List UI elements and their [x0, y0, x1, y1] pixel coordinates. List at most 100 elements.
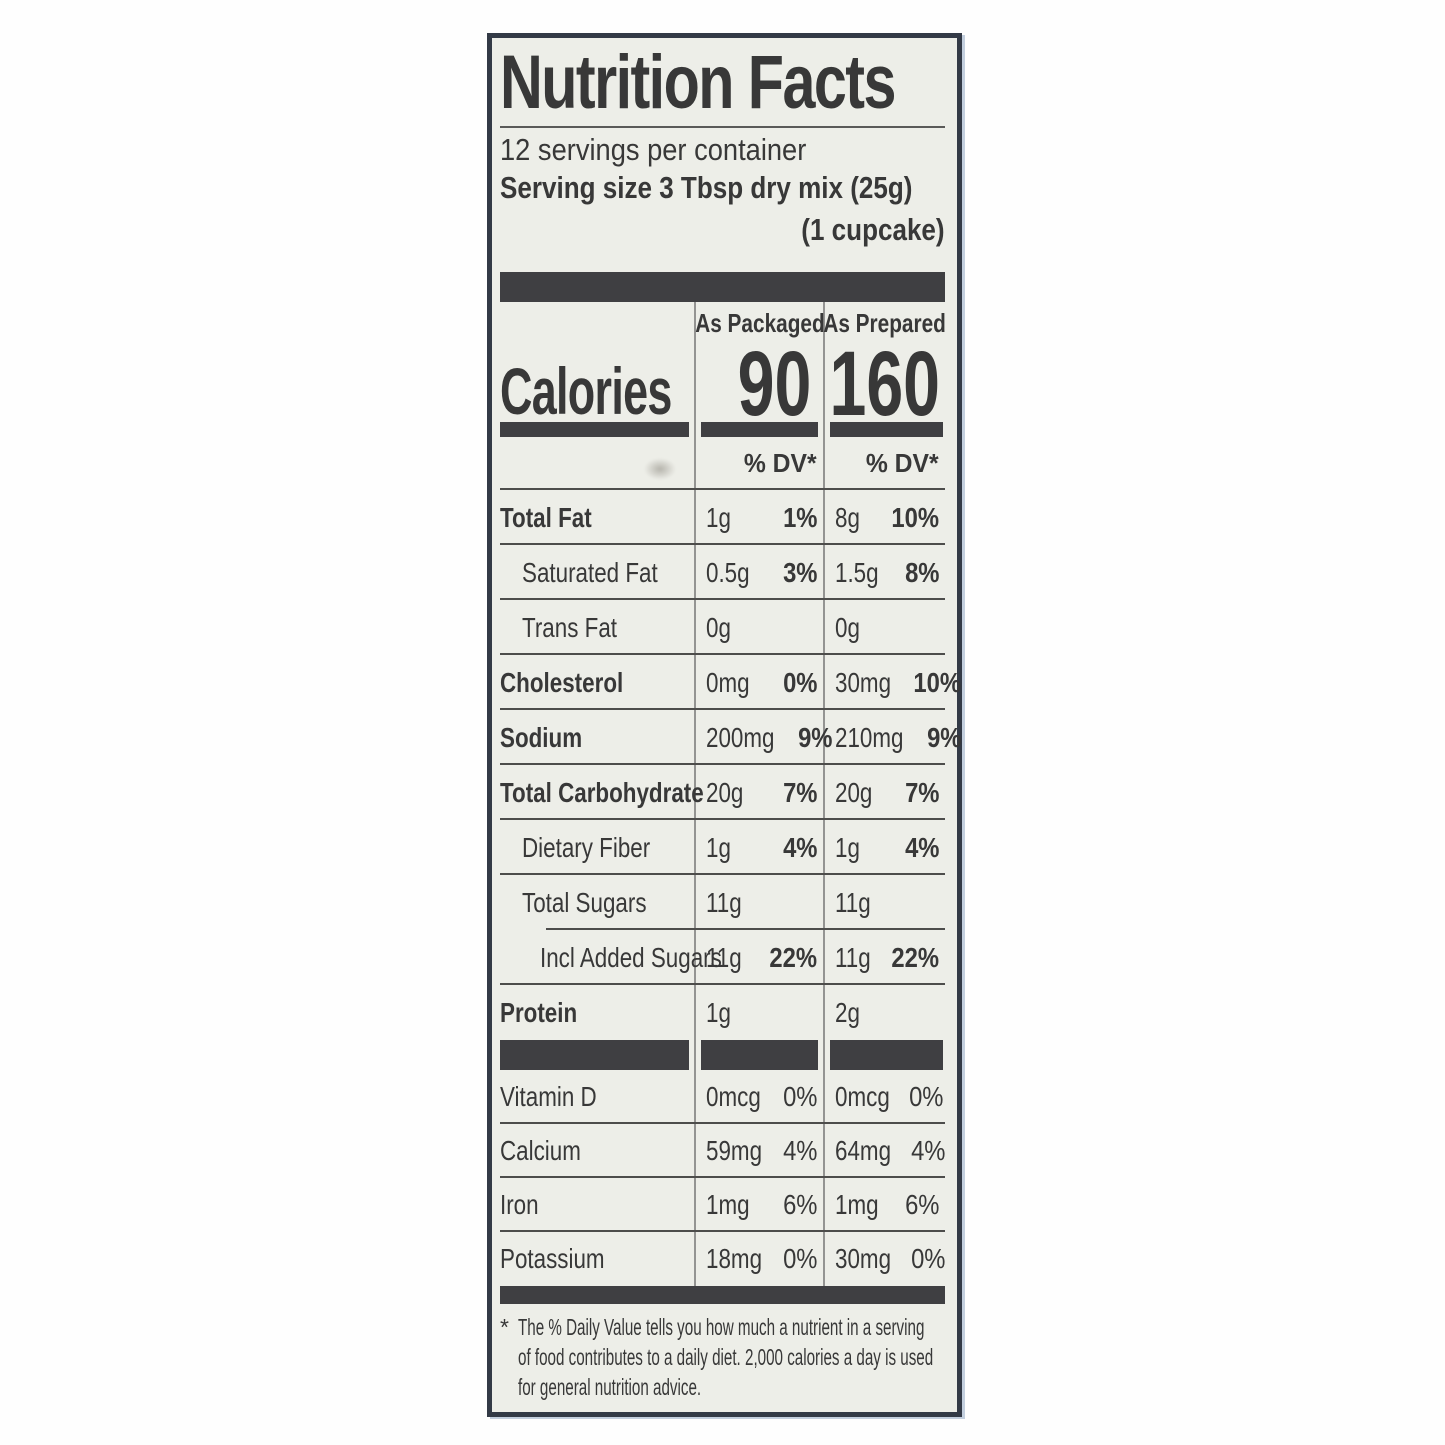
prepared-amount: 11g	[835, 886, 871, 918]
prepared-dv: 22%	[891, 941, 939, 973]
serving-size: Serving size 3 Tbsp dry mix (25g)	[500, 168, 945, 208]
prepared-amount: 210mg	[835, 721, 904, 753]
prepared-amount: 1g	[835, 831, 860, 863]
as-prepared-cell: 1.5g 8%	[823, 545, 945, 600]
packaged-dv: 4%	[782, 1135, 817, 1166]
nutrient-name: Cholesterol	[500, 666, 624, 698]
scan-smudge	[644, 458, 676, 480]
as-prepared-header: As Prepared	[823, 302, 947, 344]
micronutrient-row: Iron 1mg 6% 1mg 6%	[500, 1178, 945, 1232]
packaged-amount: 200mg	[706, 721, 775, 753]
bar-segment	[823, 1040, 945, 1070]
nutrient-name: Protein	[500, 996, 578, 1028]
as-packaged-cell: 1mg 6%	[694, 1178, 823, 1232]
as-prepared-cell: 30mg 10%	[823, 655, 961, 710]
as-prepared-cell: 1g 4%	[823, 820, 945, 875]
packaged-dv: 1%	[782, 501, 817, 533]
packaged-amount: 0g	[706, 611, 731, 643]
prepared-dv: 6%	[904, 1189, 939, 1220]
header-spacer	[500, 302, 694, 344]
nutrient-name-cell: Vitamin D	[500, 1070, 694, 1124]
as-prepared-header-text: As Prepared	[823, 307, 947, 338]
nutrient-name-cell: Incl Added Sugars	[500, 930, 722, 985]
micronutrient-row: Potassium 18mg 0% 30mg 0%	[500, 1232, 946, 1286]
row-separator	[500, 543, 945, 545]
packaged-amount: 1g	[706, 831, 731, 863]
nutrition-facts-label: Nutrition Facts 12 servings per containe…	[487, 33, 962, 1417]
packaged-dv: 7%	[782, 776, 817, 808]
prepared-dv: 4%	[904, 831, 939, 863]
as-packaged-cell: 0.5g 3%	[694, 545, 823, 600]
as-prepared-cell: 0g	[823, 600, 945, 655]
micronutrient-row: Vitamin D 0mcg 0% 0mcg 0%	[500, 1070, 945, 1124]
nutrient-name: Saturated Fat	[522, 556, 658, 588]
bar-segment	[500, 422, 694, 437]
as-packaged-header-text: As Packaged	[694, 307, 825, 338]
nutrient-name-cell: Total Sugars	[500, 875, 694, 930]
footnote-line: The % Daily Value tells you how much a n…	[518, 1314, 925, 1340]
packaged-amount: 59mg	[706, 1135, 763, 1166]
dv-header-packaged-text: % DV*	[744, 448, 817, 478]
servings-per-container: 12 servings per container	[500, 132, 945, 168]
as-packaged-cell: 0mg 0%	[694, 655, 823, 710]
packaged-amount: 18mg	[706, 1243, 763, 1274]
calories-prepared-value: 160	[829, 333, 941, 435]
as-packaged-cell: 59mg 4%	[694, 1124, 823, 1178]
calories-packaged-value: 90	[737, 333, 811, 435]
as-packaged-cell: 0g	[694, 600, 823, 655]
nutrient-name: Total Carbohydrate	[500, 776, 704, 808]
nutrient-row: Saturated Fat 0.5g 3% 1.5g 8%	[500, 545, 945, 600]
prepared-dv: 0%	[911, 1243, 946, 1274]
calories-label: Calories	[500, 354, 672, 428]
nutrient-row: Total Sugars 11g 11g	[500, 875, 945, 930]
nutrient-name: Trans Fat	[522, 611, 618, 643]
prepared-amount: 30mg	[835, 1243, 892, 1274]
dv-header-packaged: % DV*	[694, 437, 823, 490]
prepared-amount: 1.5g	[835, 556, 879, 588]
prepared-amount: 2g	[835, 996, 860, 1028]
title-divider	[500, 126, 945, 128]
dv-header-prepared: % DV*	[823, 437, 945, 490]
nutrient-name: Total Fat	[500, 501, 592, 533]
prepared-amount: 0mcg	[835, 1081, 890, 1112]
row-separator	[500, 983, 945, 985]
section-bar-top	[500, 272, 945, 302]
row-separator	[500, 598, 945, 600]
as-packaged-cell: 1g 1%	[694, 490, 823, 545]
packaged-amount: 0mcg	[706, 1081, 761, 1112]
as-prepared-cell: 2g	[823, 985, 945, 1040]
prepared-amount: 30mg	[835, 666, 892, 698]
nutrient-rows-section: Total Fat 1g 1% 8g 10% Saturated Fat 0.5g 3% 1.5…	[500, 490, 961, 1040]
as-packaged-cell: 1g	[694, 985, 823, 1040]
bar-segment	[500, 1040, 694, 1070]
as-prepared-cell: 30mg 0%	[823, 1232, 946, 1286]
nutrient-name-cell: Calcium	[500, 1124, 694, 1178]
footnote: * The % Daily Value tells you how much a…	[500, 1312, 945, 1402]
packaged-amount: 0mg	[706, 666, 750, 698]
nutrient-name: Sodium	[500, 721, 583, 753]
prepared-amount: 11g	[835, 941, 871, 973]
packaged-dv: 0%	[782, 1243, 817, 1274]
as-packaged-cell: 1g 4%	[694, 820, 823, 875]
prepared-amount: 1mg	[835, 1189, 879, 1220]
as-packaged-cell: 11g 22%	[694, 930, 823, 985]
row-separator	[500, 488, 945, 490]
nutrient-name-cell: Total Fat	[500, 490, 694, 545]
serving-size-text: Serving size 3 Tbsp dry mix (25g)	[500, 170, 913, 205]
nutrient-row: Total Fat 1g 1% 8g 10%	[500, 490, 945, 545]
nutrient-row: Incl Added Sugars 11g 22% 11g 22%	[500, 930, 945, 985]
column-header-row: As Packaged As Prepared	[500, 302, 947, 344]
as-packaged-cell: 200mg 9%	[694, 710, 832, 765]
nutrient-name: Incl Added Sugars	[540, 941, 722, 973]
nutrient-name: Potassium	[500, 1243, 605, 1274]
calories-label-cell: Calories	[500, 344, 694, 428]
packaged-amount: 0.5g	[706, 556, 750, 588]
packaged-amount: 11g	[706, 886, 742, 918]
section-bar-bottom	[500, 1286, 945, 1304]
nutrient-name: Calcium	[500, 1135, 581, 1166]
serving-size-unit-text: (1 cupcake)	[801, 212, 945, 247]
prepared-dv: 0%	[909, 1081, 944, 1112]
calories-row: Calories 90 160	[500, 333, 945, 435]
micronutrient-row: Calcium 59mg 4% 64mg 4%	[500, 1124, 946, 1178]
packaged-dv: 0%	[782, 1081, 817, 1112]
